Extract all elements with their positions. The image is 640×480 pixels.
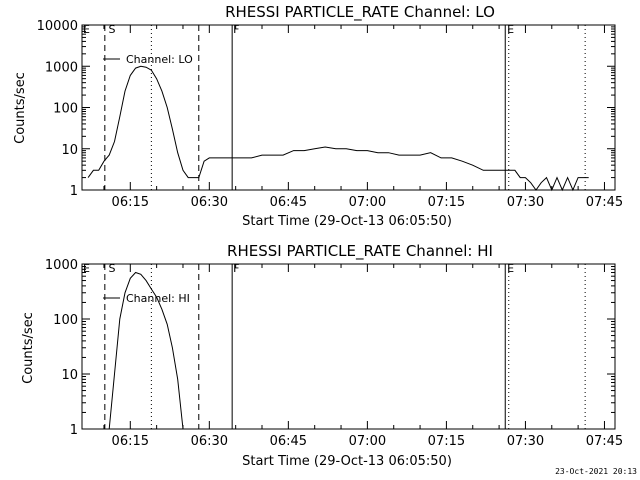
y-ticks-lo: 1 10 100 1000 10000 [37, 19, 615, 199]
x-tick-label: 07:45 [586, 434, 623, 449]
y-tick-label: 10 [61, 143, 78, 158]
event-lines-lo: S F EE [83, 23, 586, 190]
chart-title-hi: RHESSI PARTICLE_RATE Channel: HI [227, 242, 493, 261]
y-tick-label: 1000 [45, 258, 78, 273]
legend-hi: Channel: HI [103, 292, 190, 305]
chart-title-lo: RHESSI PARTICLE_RATE Channel: LO [225, 3, 495, 22]
x-tick-label: 07:00 [349, 434, 386, 449]
event-marker-f: F [233, 23, 239, 36]
event-marker-start: E [83, 262, 90, 275]
event-lines-hi: S F EE [83, 262, 586, 429]
y-tick-label: 100 [53, 313, 78, 328]
x-tick-label: 07:45 [586, 195, 623, 210]
x-axis-label-hi: Start Time (29-Oct-13 06:05:50) [242, 454, 452, 469]
legend-lo: Channel: LO [103, 53, 193, 66]
legend-label-lo: Channel: LO [126, 53, 193, 66]
event-marker-e: E [507, 23, 514, 36]
x-tick-label: 06:15 [112, 434, 149, 449]
x-tick-label: 07:30 [507, 434, 544, 449]
x-tick-label: 07:15 [428, 434, 465, 449]
x-tick-label: 06:45 [270, 434, 307, 449]
y-tick-label: 1 [70, 184, 78, 199]
plot-frame-hi [81, 263, 616, 430]
x-ticks-hi: 06:15 06:30 06:45 07:00 07:15 07:30 07:45 [103, 264, 623, 449]
y-tick-label: 10000 [37, 19, 78, 34]
panel-hi: RHESSI PARTICLE_RATE Channel: HI 1101001… [21, 242, 623, 469]
x-tick-label: 07:15 [428, 195, 465, 210]
y-ticks-hi: 1 10 100 1000 [45, 258, 615, 438]
x-axis-label-lo: Start Time (29-Oct-13 06:05:50) [242, 214, 452, 229]
event-marker-s: S [108, 262, 115, 275]
x-ticks-lo: 06:15 06:30 06:45 07:00 07:15 07:30 07:45 [103, 25, 623, 210]
x-tick-label: 07:30 [507, 195, 544, 210]
x-tick-label: 07:00 [349, 195, 386, 210]
y-tick-label: 10 [61, 368, 78, 383]
series-line-hi [108, 271, 184, 430]
y-axis-label-hi: Counts/sec [21, 312, 36, 384]
legend-label-hi: Channel: HI [126, 292, 190, 305]
footer-timestamp: 23-Oct-2021 20:13 [555, 467, 637, 476]
x-tick-label: 06:30 [191, 195, 228, 210]
series-line-lo [87, 65, 589, 192]
y-tick-label: 100 [53, 102, 78, 117]
x-tick-label: 06:30 [191, 434, 228, 449]
y-axis-label-lo: Counts/sec [13, 72, 28, 144]
y-tick-label: 1000 [45, 60, 78, 75]
plot-frame-lo [81, 24, 616, 191]
x-tick-label: 06:15 [112, 195, 149, 210]
event-marker-s: S [108, 23, 115, 36]
event-marker-start: E [83, 23, 90, 36]
x-tick-label: 06:45 [270, 195, 307, 210]
panel-lo: RHESSI PARTICLE_RATE Channel: LO 1101001… [13, 3, 623, 229]
y-tick-label: 1 [70, 423, 78, 438]
event-marker-e: E [507, 262, 514, 275]
event-marker-f: F [233, 262, 239, 275]
